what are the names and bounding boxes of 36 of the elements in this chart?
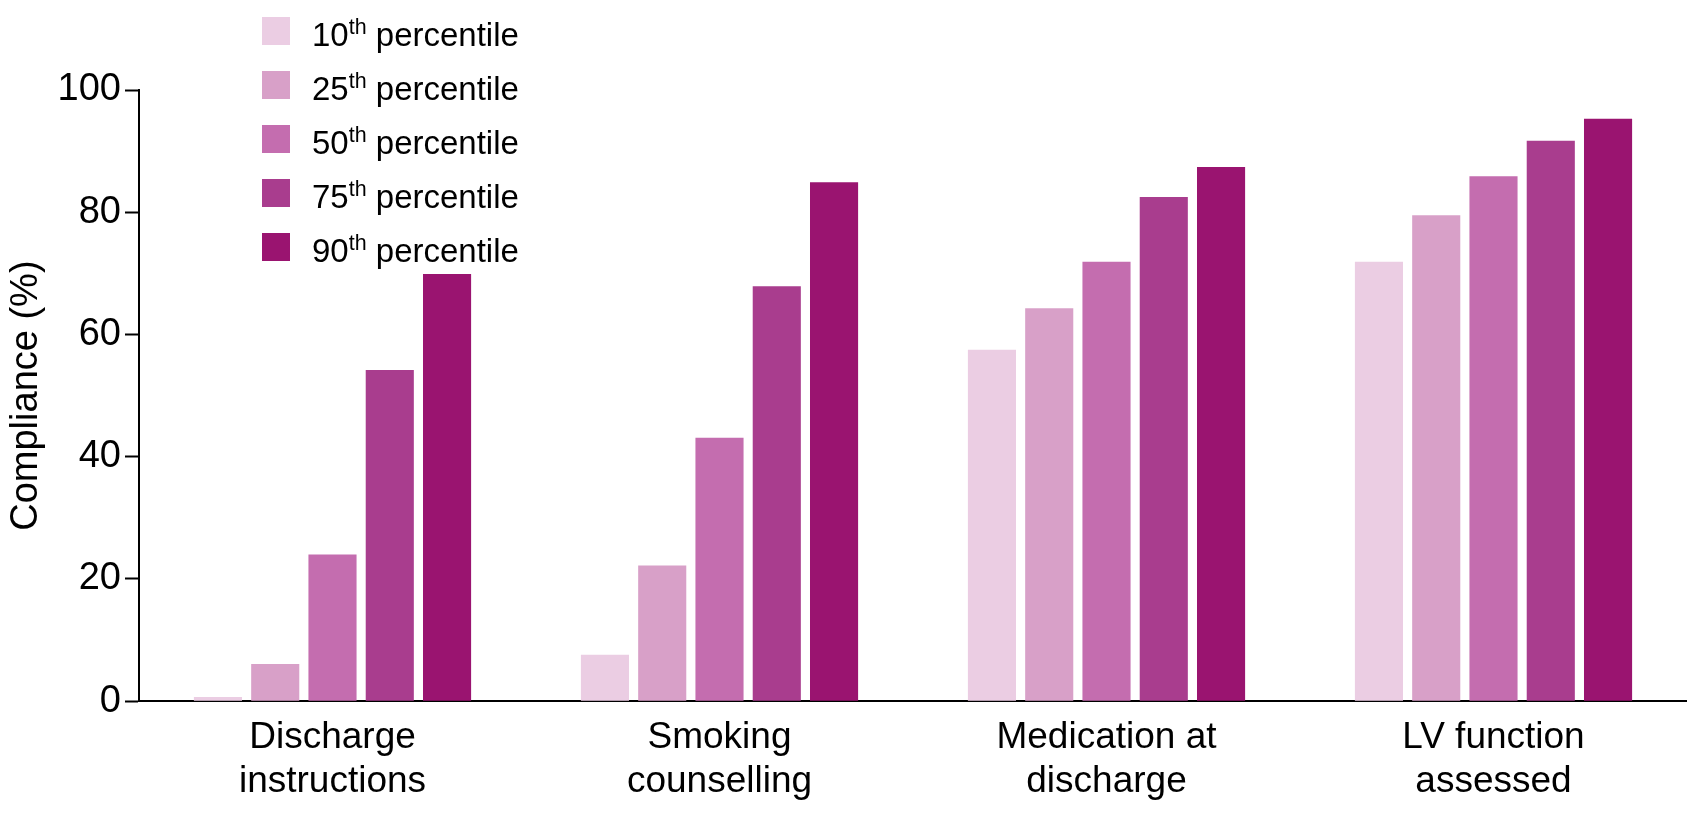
legend-label: 10$^{th}$ percentile [312,14,519,55]
bar [365,369,414,701]
legend-label: 90$^{th}$ percentile [312,230,519,271]
y-tick-label: 100 [57,66,121,109]
bar [308,554,357,701]
bar [193,696,243,701]
bar [1139,196,1188,701]
y-tick-label: 0 [99,677,121,720]
bar [1412,215,1461,701]
legend-label: 25$^{th}$ percentile [312,68,519,109]
x-tick-label: LV function assessed [1402,714,1585,800]
bar [251,663,300,701]
bar [1584,118,1633,701]
legend-label: 75$^{th}$ percentile [312,176,519,217]
legend-label: 50$^{th}$ percentile [312,122,519,163]
bar [752,286,801,701]
bar [638,565,687,701]
x-tick-label: Smoking counselling [626,714,813,800]
bar [580,654,630,701]
bar [967,349,1017,701]
x-tick-label: Medication at discharge [996,714,1218,800]
bar [423,273,472,701]
bar [1197,167,1246,701]
bar [810,182,859,701]
y-tick-label: 80 [78,188,121,231]
bar [1469,176,1518,701]
bar [1526,140,1575,701]
y-axis-title: Compliance (%) [3,260,46,531]
bar [1082,261,1131,701]
bar [695,437,744,701]
y-tick-label: 40 [78,433,121,476]
bar [1354,261,1403,701]
x-tick-label: Discharge instructions [238,714,427,800]
y-tick-label: 60 [78,310,121,353]
bar [1025,308,1074,701]
y-tick-label: 20 [78,555,121,598]
